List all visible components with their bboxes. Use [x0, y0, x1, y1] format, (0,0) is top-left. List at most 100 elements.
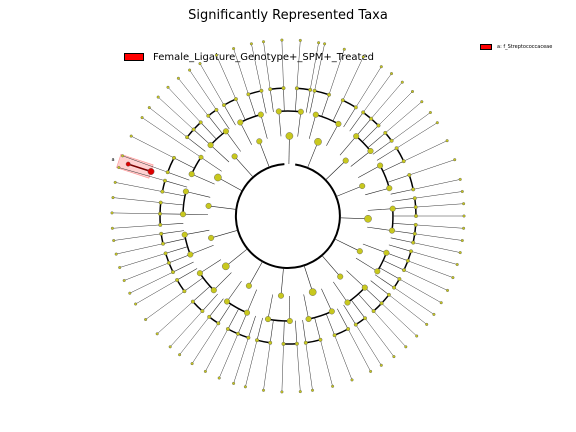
clade-legend-swatch — [480, 44, 492, 50]
tree-edge-171 — [223, 104, 236, 126]
tree-edge-7 — [343, 107, 357, 128]
tree-arc-35 — [182, 191, 187, 215]
tree-node-48 — [389, 227, 396, 234]
tree-edge-162 — [178, 78, 209, 116]
tree-arc-1 — [342, 99, 357, 109]
tree-edge-30 — [387, 174, 410, 183]
tree-edge-78 — [337, 308, 349, 330]
tree-node-144 — [117, 165, 121, 169]
tree-arc-0 — [314, 90, 330, 96]
tree-node-182 — [280, 38, 284, 42]
tree-edge-5 — [355, 66, 382, 108]
tree-edge-86 — [303, 265, 313, 293]
tree-node-27 — [401, 159, 406, 164]
tree-edge-15 — [355, 118, 372, 137]
tree-edge-185 — [309, 42, 319, 90]
tree-node-159 — [191, 127, 196, 132]
tree-edge-180 — [263, 41, 271, 90]
tree-node-137 — [110, 211, 114, 215]
tree-edge-173 — [233, 48, 249, 95]
tree-edge-190 — [288, 135, 290, 165]
tree-node-109 — [223, 298, 230, 305]
tree-edge-70 — [355, 324, 382, 366]
tree-node-112 — [200, 309, 205, 314]
tree-edge-38 — [391, 197, 415, 202]
tree-edge-74 — [333, 281, 348, 303]
tree-edge-50 — [410, 251, 458, 265]
tree-node-29 — [453, 158, 457, 162]
tree-edge-39 — [392, 206, 416, 209]
tree-edge-44 — [392, 223, 416, 226]
tree-node-96 — [265, 316, 272, 323]
tree-node-22 — [367, 147, 374, 154]
tree-edge-106 — [218, 303, 232, 324]
tree-edge-123 — [124, 262, 169, 281]
tree-arc-6 — [395, 147, 405, 162]
tree-edge-109 — [226, 280, 242, 302]
tree-node-6 — [340, 98, 345, 103]
tree-node-148 — [121, 154, 125, 158]
tree-edge-135 — [112, 224, 161, 229]
tree-edge-35 — [414, 191, 463, 199]
tree-edge-174 — [251, 43, 262, 91]
tree-arc-27 — [192, 301, 203, 312]
tree-edge-11 — [363, 73, 392, 113]
tree-edge-0 — [314, 43, 325, 91]
tree-edge-65 — [373, 310, 406, 347]
tree-edge-105 — [179, 316, 210, 355]
tree-node-41 — [389, 205, 396, 212]
tree-edge-66 — [370, 280, 390, 296]
tree-edge-129 — [113, 233, 162, 241]
tree-edge-147 — [208, 205, 237, 210]
tree-node-28 — [377, 162, 384, 169]
tree-arc-7 — [408, 174, 414, 190]
tree-edge-165 — [216, 109, 230, 130]
cladogram-nodes — [110, 38, 466, 394]
tree-node-136 — [158, 222, 163, 227]
tree-edge-28 — [409, 159, 455, 176]
tree-node-39 — [462, 214, 466, 218]
tree-edge-60 — [362, 243, 387, 254]
tree-node-188 — [308, 87, 313, 92]
tree-node-170 — [222, 103, 226, 108]
tree-edge-92 — [245, 340, 258, 387]
cladogram-edges — [111, 40, 464, 392]
tree-edge-179 — [259, 141, 270, 168]
tree-node-26 — [445, 139, 449, 143]
tree-arc-46 — [278, 110, 301, 113]
tree-node-167 — [222, 128, 229, 135]
tree-node-40 — [414, 214, 418, 218]
tree-edge-49 — [339, 217, 369, 220]
tree-edge-42 — [414, 233, 463, 241]
tree-arc-45 — [296, 87, 311, 91]
tree-node-158 — [156, 95, 160, 99]
tree-node-57 — [439, 301, 443, 305]
tree-node-63 — [425, 322, 429, 326]
tree-node-177 — [259, 88, 264, 93]
tree-edge-45 — [391, 230, 415, 235]
tree-node-95 — [255, 338, 259, 343]
tree-node-142 — [113, 180, 117, 184]
tree-edge-164 — [208, 115, 223, 134]
tree-arc-5 — [355, 135, 372, 152]
tree-edge-16 — [362, 125, 379, 142]
tree-node-43 — [413, 222, 418, 227]
tree-node-23 — [342, 157, 349, 164]
tree-edge-137 — [112, 197, 161, 203]
tree-edge-176 — [261, 90, 267, 114]
tree-arc-22 — [256, 339, 271, 344]
tree-node-81 — [331, 384, 335, 388]
tree-edge-46 — [390, 237, 414, 243]
tree-edge-77 — [334, 335, 353, 380]
tree-edge-189 — [297, 111, 302, 137]
tree-edge-29 — [413, 179, 461, 190]
tree-node-156 — [147, 106, 151, 110]
tree-edge-26 — [376, 147, 397, 161]
tree-node-31 — [458, 177, 462, 181]
tree-edge-91 — [263, 342, 271, 391]
tree-edge-163 — [189, 69, 217, 111]
tree-node-69 — [361, 284, 368, 291]
tree-node-68 — [371, 309, 376, 314]
tree-arc-23 — [267, 318, 290, 322]
